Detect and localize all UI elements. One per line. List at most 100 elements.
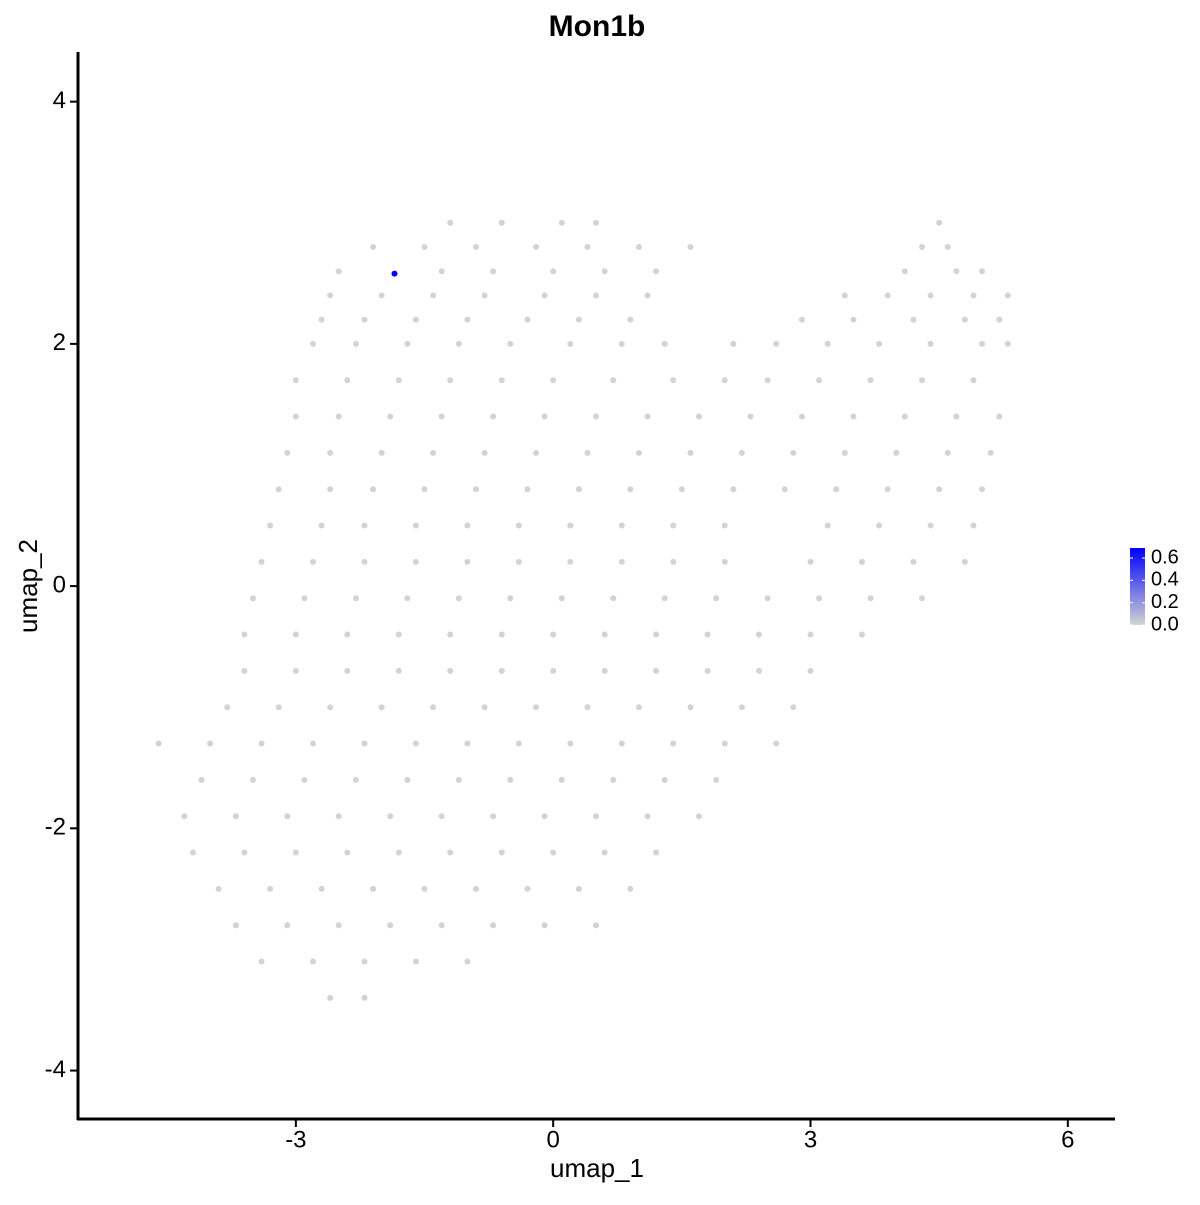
cell-point (618, 522, 625, 529)
cell-point (936, 219, 943, 226)
cell-point (919, 243, 926, 250)
cell-point (301, 776, 308, 783)
cell-point (979, 340, 986, 347)
colorbar (1130, 548, 1145, 625)
cell-point (421, 243, 428, 250)
cell-point (361, 994, 368, 1001)
cell-point (593, 922, 600, 929)
cell-point (884, 292, 891, 299)
cell-point (661, 776, 668, 783)
cell-point (541, 922, 548, 929)
cell-point (670, 740, 677, 747)
cell-point (481, 449, 488, 456)
cell-point (876, 522, 883, 529)
cell-point (292, 413, 299, 420)
cell-point (361, 522, 368, 529)
cell-point (901, 413, 908, 420)
cell-point (798, 316, 805, 323)
cell-point (335, 813, 342, 820)
cell-point (910, 316, 917, 323)
cell-point (490, 413, 497, 420)
cell-point (292, 377, 299, 384)
cell-point (215, 885, 222, 892)
cell-point (524, 486, 531, 493)
cell-point (833, 486, 840, 493)
cell-point (430, 449, 437, 456)
cell-point (198, 776, 205, 783)
cell-point (747, 413, 754, 420)
cell-point (730, 486, 737, 493)
cell-point (670, 522, 677, 529)
cell-point (507, 776, 514, 783)
cell-point (430, 292, 437, 299)
cell-point (498, 849, 505, 856)
cell-point (919, 377, 926, 384)
cell-point (361, 316, 368, 323)
cell-point (310, 740, 317, 747)
cell-point (421, 885, 428, 892)
cell-point (310, 340, 317, 347)
cell-point (807, 558, 814, 565)
cell-point (352, 776, 359, 783)
cell-point (858, 631, 865, 638)
cell-point (378, 704, 385, 711)
cell-point (867, 377, 874, 384)
cell-point (447, 377, 454, 384)
cell-point (695, 413, 702, 420)
cell-point (447, 849, 454, 856)
cell-point (756, 667, 763, 674)
cell-point (593, 219, 600, 226)
cell-point (627, 486, 634, 493)
cell-point (232, 922, 239, 929)
cell-point (635, 704, 642, 711)
cell-point (318, 522, 325, 529)
cell-point (927, 340, 934, 347)
cell-point (601, 631, 608, 638)
cell-point (798, 413, 805, 420)
cell-point (241, 631, 248, 638)
cell-point (498, 219, 505, 226)
cell-point (352, 340, 359, 347)
cell-point (653, 268, 660, 275)
colorbar-label: 0.2 (1151, 591, 1179, 613)
cell-point (635, 243, 642, 250)
cell-point (310, 558, 317, 565)
cell-point (644, 292, 651, 299)
cell-point (335, 268, 342, 275)
x-tick-label: 0 (547, 1126, 560, 1153)
cell-point (241, 667, 248, 674)
cell-point (558, 219, 565, 226)
cell-point (533, 449, 540, 456)
cell-point (370, 243, 377, 250)
y-tick-label: 0 (53, 571, 66, 598)
cell-point (1004, 292, 1011, 299)
cell-point (858, 558, 865, 565)
cell-point (361, 740, 368, 747)
cell-point (670, 377, 677, 384)
cell-point (730, 340, 737, 347)
cell-point (481, 704, 488, 711)
cell-point (721, 740, 728, 747)
cell-point (507, 595, 514, 602)
cell-point (816, 377, 823, 384)
cell-point (816, 595, 823, 602)
cell-point (327, 486, 334, 493)
cell-point (627, 885, 634, 892)
cell-point (653, 667, 660, 674)
cell-point (550, 849, 557, 856)
cell-point (498, 377, 505, 384)
cell-point (292, 631, 299, 638)
cell-point (387, 413, 394, 420)
cell-point (284, 813, 291, 820)
cell-point (490, 922, 497, 929)
cell-point (996, 316, 1003, 323)
cell-point (996, 413, 1003, 420)
cell-point (850, 413, 857, 420)
cell-point (515, 740, 522, 747)
cell-point (773, 340, 780, 347)
cell-point (919, 595, 926, 602)
cell-point (807, 631, 814, 638)
cell-point (524, 885, 531, 892)
cell-point (387, 922, 394, 929)
cell-point (901, 268, 908, 275)
